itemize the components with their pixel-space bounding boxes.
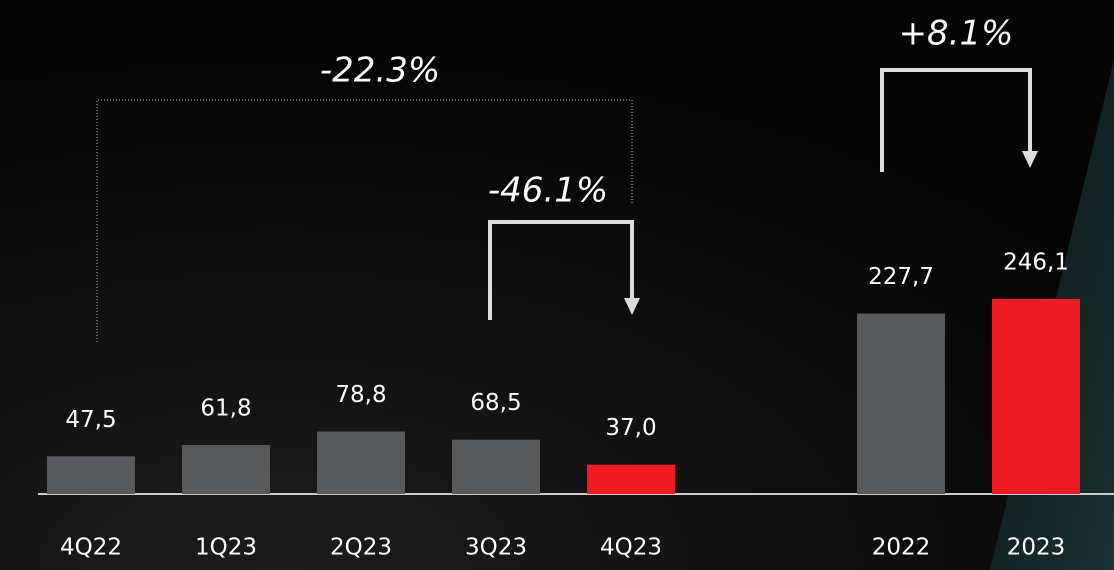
arrow-head: [624, 298, 640, 315]
value-label: 68,5: [470, 390, 521, 416]
x-tick-label: 2022: [872, 535, 931, 561]
bar: [587, 464, 675, 494]
annotation-brackets: [96, 68, 1038, 342]
annotation: -22.3%: [320, 51, 440, 91]
x-tick-label: 4Q23: [600, 535, 662, 561]
annotation: -46.1%: [488, 171, 608, 211]
bar: [857, 313, 945, 494]
value-label: 246,1: [1003, 250, 1069, 276]
value-label: 47,5: [65, 407, 116, 433]
bar: [317, 431, 405, 494]
bar: [47, 456, 135, 494]
value-label: 227,7: [868, 264, 934, 290]
x-tick-label: 4Q22: [60, 535, 122, 561]
bracket: [488, 220, 634, 320]
annotation: +8.1%: [899, 14, 1014, 54]
x-tick-label: 2023: [1007, 535, 1066, 561]
x-tick-label: 2Q23: [330, 535, 392, 561]
value-label: 61,8: [200, 396, 251, 422]
x-tick-label: 3Q23: [465, 535, 527, 561]
bracket: [880, 68, 1032, 172]
arrow-head: [1022, 151, 1038, 168]
bar: [452, 439, 540, 494]
bar: [992, 299, 1080, 494]
bracket: [96, 99, 633, 342]
bar: [182, 445, 270, 494]
value-label: 37,0: [605, 415, 656, 441]
x-tick-label: 1Q23: [195, 535, 257, 561]
value-label: 78,8: [335, 382, 386, 408]
